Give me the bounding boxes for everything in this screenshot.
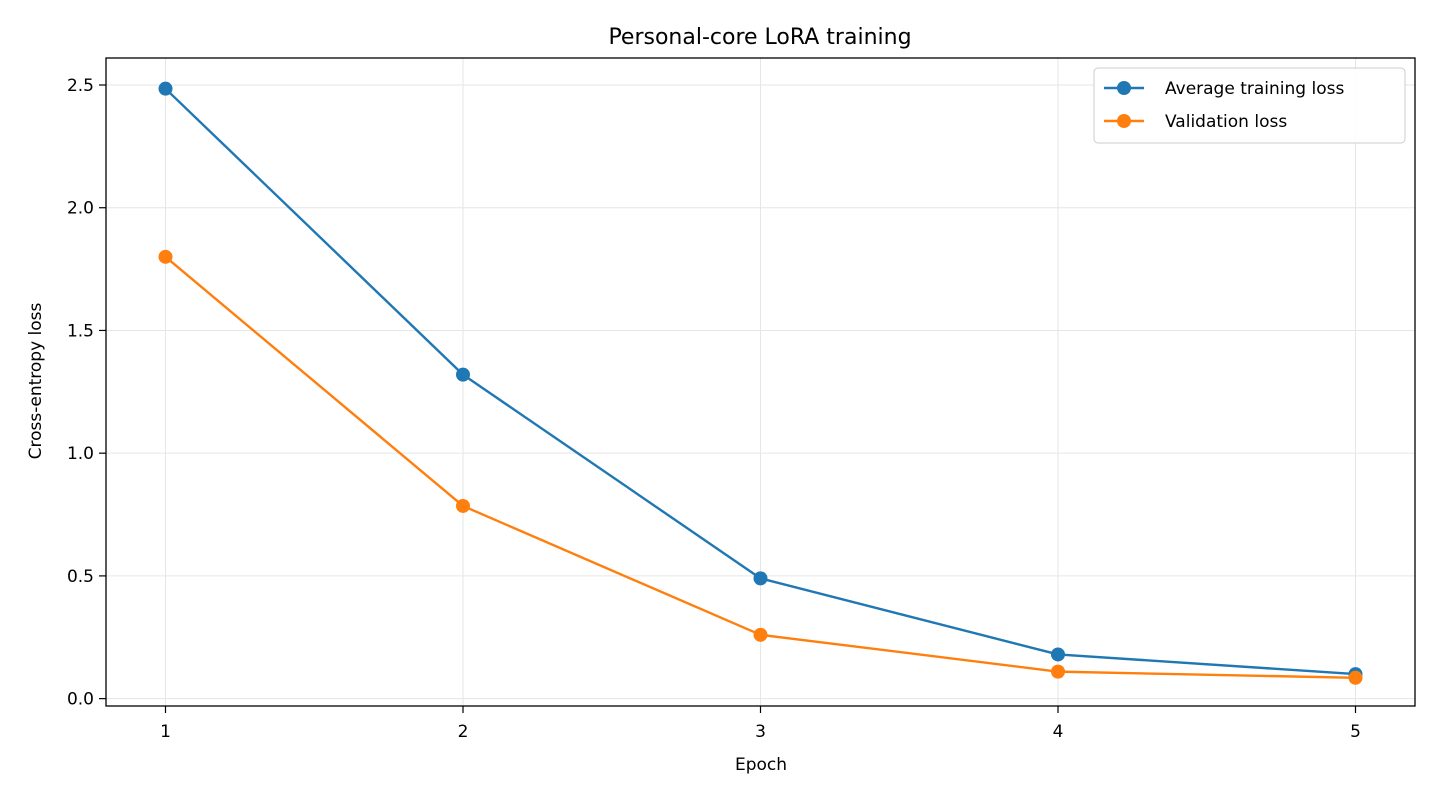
data-point bbox=[158, 249, 173, 264]
x-tick-label: 5 bbox=[1350, 722, 1361, 742]
x-tick-label: 1 bbox=[160, 722, 171, 742]
legend-item: Average training loss bbox=[1104, 79, 1344, 99]
data-point bbox=[753, 571, 768, 586]
data-point bbox=[1051, 664, 1065, 679]
y-tick-label: 1.0 bbox=[67, 444, 94, 464]
series-2 bbox=[158, 249, 1363, 685]
data-point bbox=[158, 81, 173, 96]
legend-swatch-marker bbox=[1117, 114, 1131, 128]
y-tick-label: 0.0 bbox=[67, 690, 94, 710]
legend-box bbox=[1093, 67, 1406, 144]
ticks: 1 2 3 4 5 0.0 0.5 1.0 1.5 2.0 2.5 bbox=[67, 76, 1361, 742]
data-point bbox=[1348, 670, 1363, 685]
x-tick-label: 3 bbox=[755, 722, 766, 742]
x-axis-label: Epoch bbox=[735, 755, 787, 775]
y-axis-label: Cross-entropy loss bbox=[26, 302, 46, 459]
data-point bbox=[753, 627, 768, 642]
legend-swatch-marker bbox=[1117, 81, 1131, 95]
legend-label: Average training loss bbox=[1165, 79, 1344, 99]
x-tick-label: 2 bbox=[458, 722, 469, 742]
chart-title: Personal-core LoRA training bbox=[608, 25, 911, 50]
data-point bbox=[456, 498, 470, 513]
y-tick-label: 2.0 bbox=[67, 199, 94, 219]
data-point bbox=[456, 367, 470, 382]
legend-item: Validation loss bbox=[1104, 112, 1287, 132]
series-layer bbox=[158, 81, 1363, 685]
x-tick-label: 4 bbox=[1053, 722, 1064, 742]
data-point bbox=[1051, 647, 1065, 662]
y-tick-label: 0.5 bbox=[67, 567, 94, 587]
y-tick-label: 2.5 bbox=[67, 76, 94, 96]
legend-label: Validation loss bbox=[1165, 112, 1287, 132]
legend: Average training loss Validation loss bbox=[1093, 67, 1406, 144]
y-tick-label: 1.5 bbox=[67, 321, 94, 341]
